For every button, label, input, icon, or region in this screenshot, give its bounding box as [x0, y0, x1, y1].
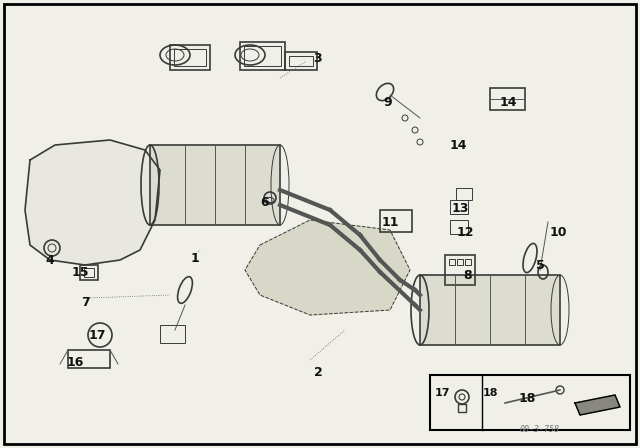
Text: 6: 6 — [260, 195, 269, 208]
Bar — [80, 265, 98, 280]
Text: 17: 17 — [88, 328, 106, 341]
Bar — [174, 49, 206, 66]
Bar — [456, 188, 472, 200]
Polygon shape — [245, 220, 410, 315]
Text: 10: 10 — [549, 225, 567, 238]
Text: 13: 13 — [451, 202, 468, 215]
Bar — [457, 259, 463, 265]
Bar — [445, 255, 475, 285]
Text: 7: 7 — [81, 296, 90, 309]
Bar — [285, 52, 317, 70]
Bar — [380, 210, 412, 232]
Bar — [170, 45, 210, 70]
Text: 5: 5 — [536, 258, 545, 271]
Bar — [449, 259, 455, 265]
Text: 00-3-758: 00-3-758 — [520, 425, 560, 434]
Bar — [68, 350, 110, 368]
Text: 3: 3 — [314, 52, 323, 65]
Text: 11: 11 — [381, 215, 399, 228]
Text: 4: 4 — [45, 254, 54, 267]
Bar — [289, 56, 313, 66]
Bar — [465, 259, 471, 265]
Bar — [160, 325, 185, 343]
Text: 16: 16 — [67, 356, 84, 369]
Text: 18: 18 — [518, 392, 536, 405]
Bar — [450, 200, 468, 214]
Bar — [450, 220, 468, 234]
Bar — [458, 404, 466, 412]
Bar — [150, 145, 280, 225]
Bar — [240, 42, 285, 70]
Bar — [490, 88, 525, 110]
Text: 8: 8 — [464, 268, 472, 281]
Bar — [244, 46, 281, 66]
Text: 18: 18 — [483, 388, 498, 398]
Polygon shape — [575, 395, 620, 415]
Bar — [420, 275, 560, 345]
Bar — [84, 268, 94, 277]
Text: 9: 9 — [384, 95, 392, 108]
Text: 15: 15 — [71, 266, 89, 279]
Text: 2: 2 — [314, 366, 323, 379]
Text: 12: 12 — [456, 225, 474, 238]
Polygon shape — [25, 140, 160, 265]
Bar — [430, 375, 630, 430]
Text: 17: 17 — [435, 388, 450, 398]
Text: 1: 1 — [191, 251, 200, 264]
Text: 14: 14 — [449, 138, 467, 151]
Text: 14: 14 — [499, 95, 516, 108]
